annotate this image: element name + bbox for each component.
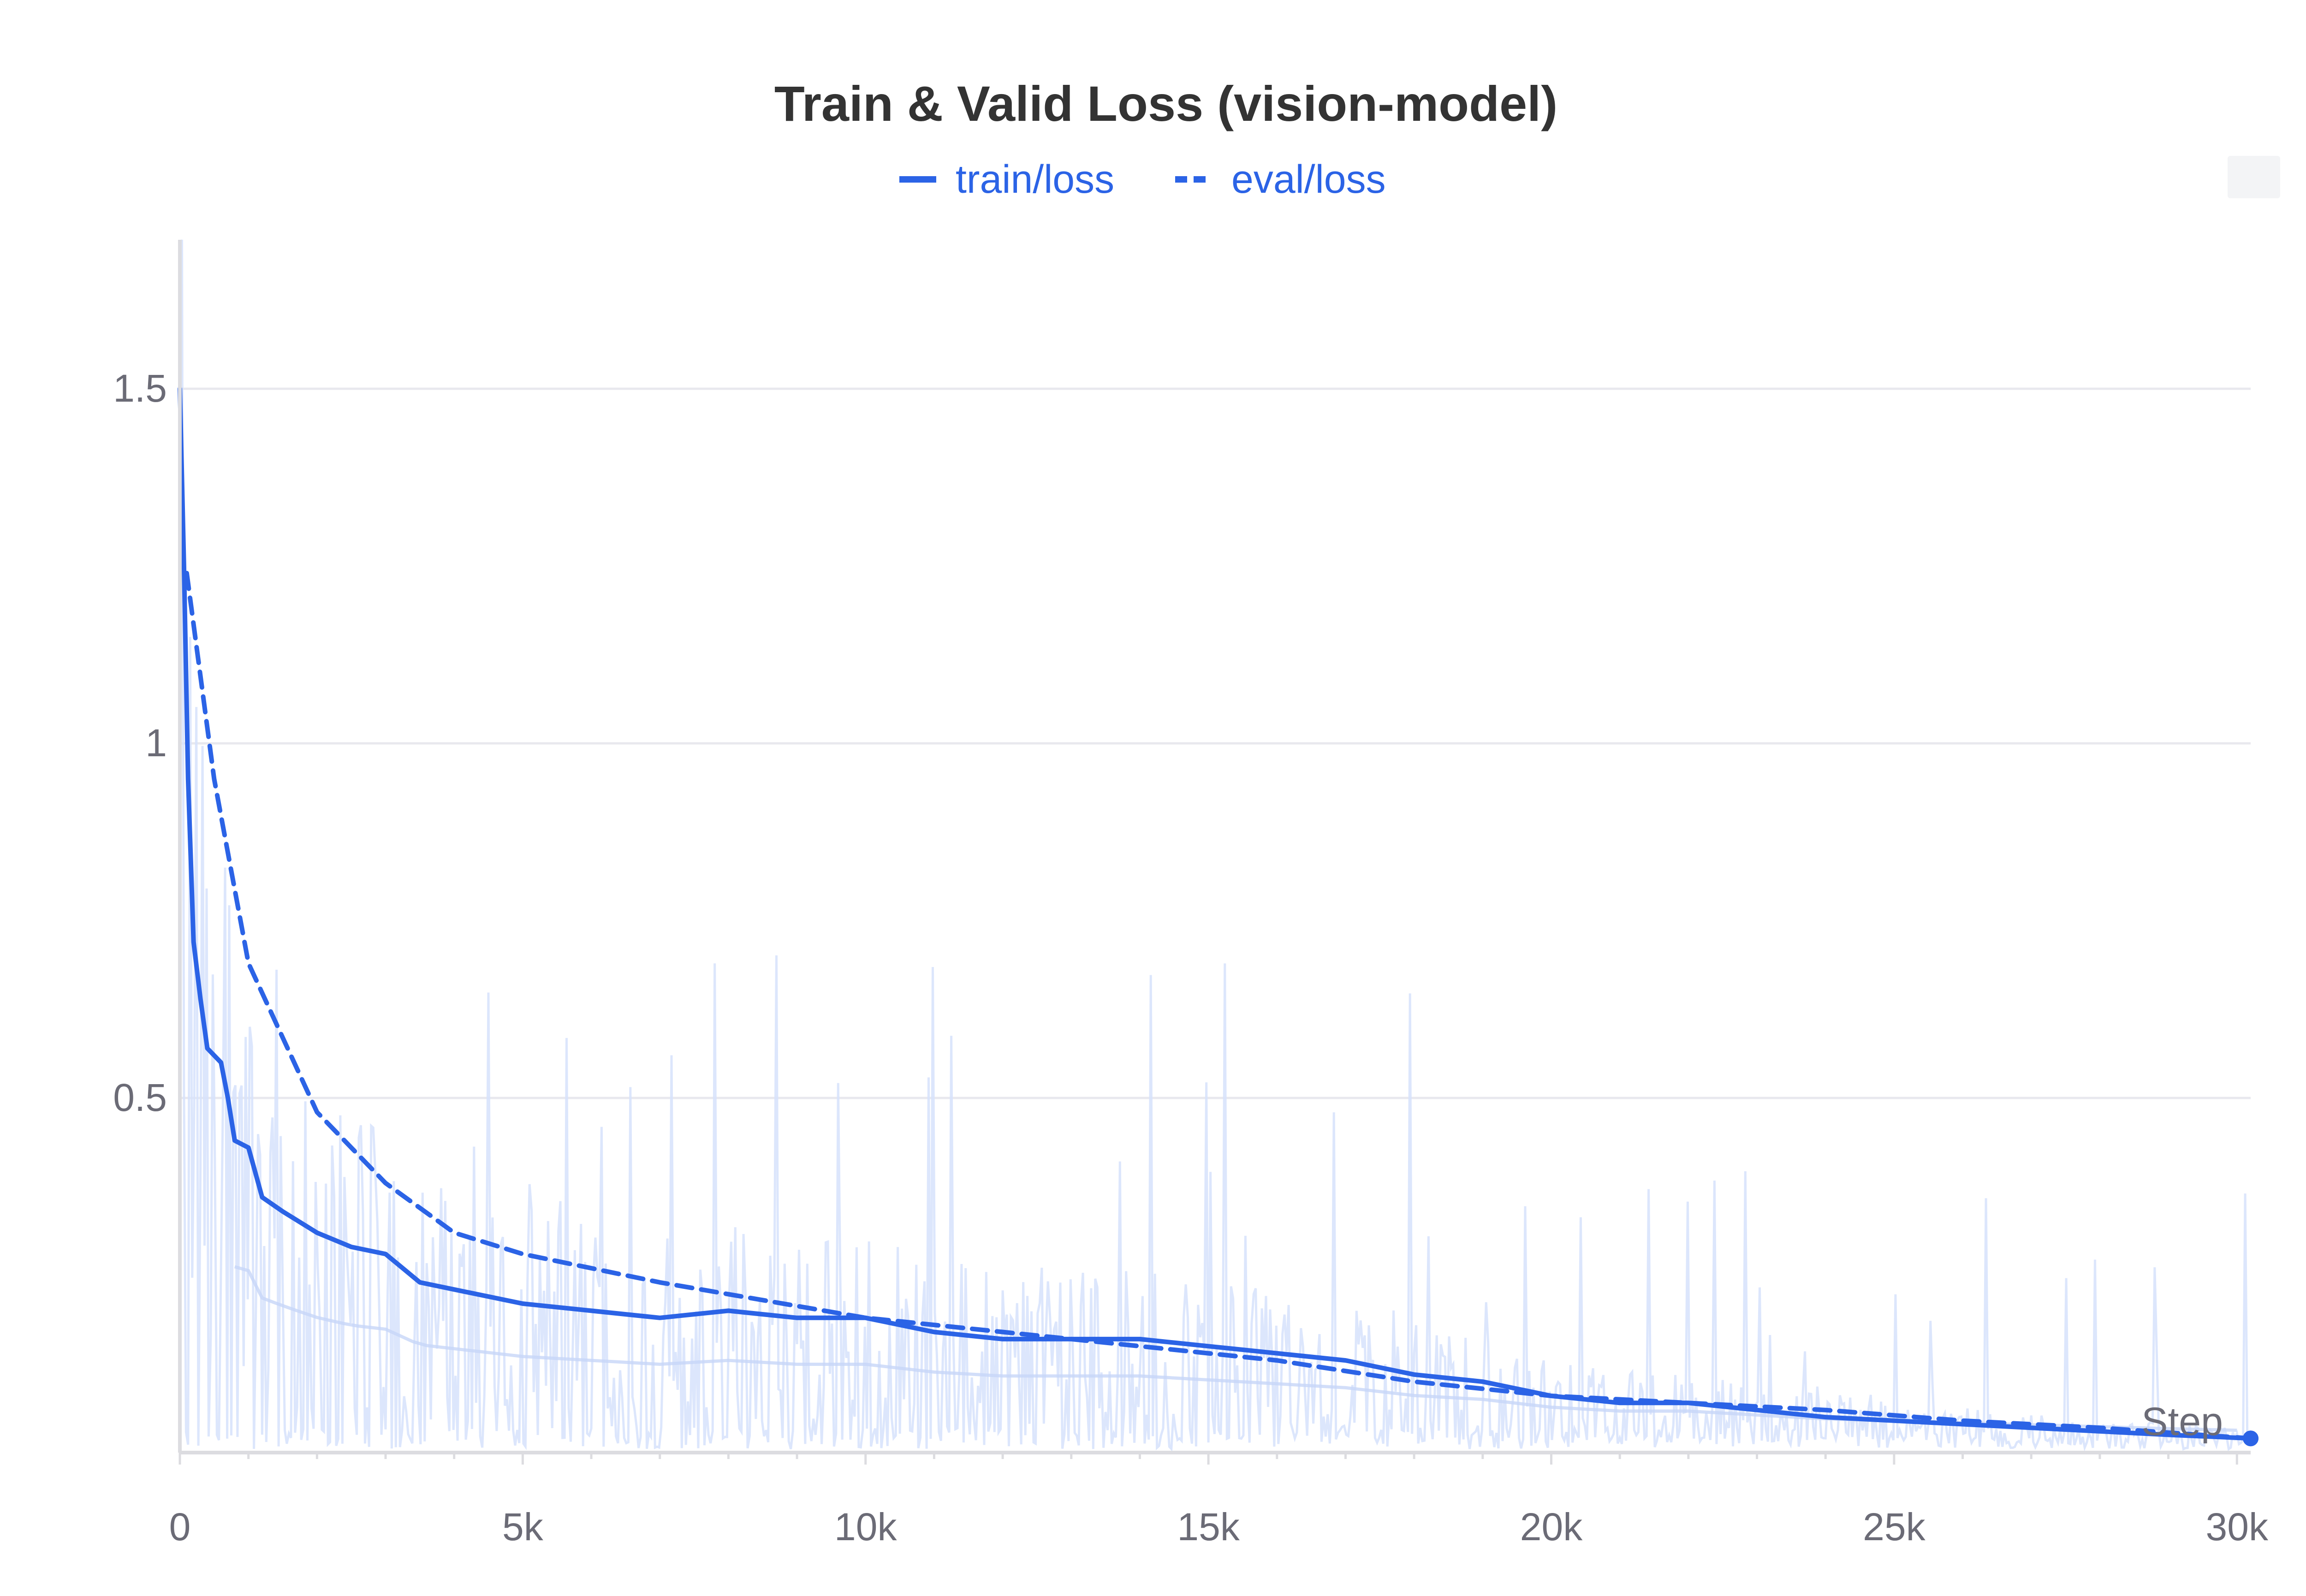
legend-label-eval-loss[interactable]: eval/loss <box>1231 157 1386 202</box>
x-tick-label: 10k <box>834 1505 897 1549</box>
x-axis-label: Step <box>2141 1400 2223 1444</box>
x-tick-label: 5k <box>502 1505 544 1549</box>
y-tick-label: 1.5 <box>113 367 167 410</box>
y-tick-label: 0.5 <box>113 1076 167 1119</box>
x-tick-label: 30k <box>2206 1505 2269 1549</box>
y-tick-label: 1 <box>145 721 167 765</box>
eval-loss-end-point[interactable] <box>2243 1430 2258 1447</box>
tick-labels: 0.5 1 1.5 0 5k 10k 15k 20k 25k 30k <box>113 367 2269 1549</box>
x-tick-label: 0 <box>169 1505 191 1549</box>
train-loss-line[interactable] <box>178 386 2253 1441</box>
eval-loss-line[interactable] <box>184 570 2253 1441</box>
chart-title: Train & Valid Loss (vision-model) <box>774 76 1557 131</box>
x-tick-label: 25k <box>1863 1505 1926 1549</box>
panel-menu-button[interactable] <box>2228 156 2280 198</box>
legend-label-train-loss[interactable]: train/loss <box>956 157 1114 202</box>
raw-train-loss-line <box>178 239 2249 1452</box>
legend: train/loss eval/loss <box>899 157 1386 202</box>
series-lines <box>178 386 2258 1447</box>
x-tick-label: 15k <box>1177 1505 1240 1549</box>
x-tick-label: 20k <box>1520 1505 1583 1549</box>
axes <box>178 240 2251 1465</box>
gridlines <box>180 387 2251 1099</box>
